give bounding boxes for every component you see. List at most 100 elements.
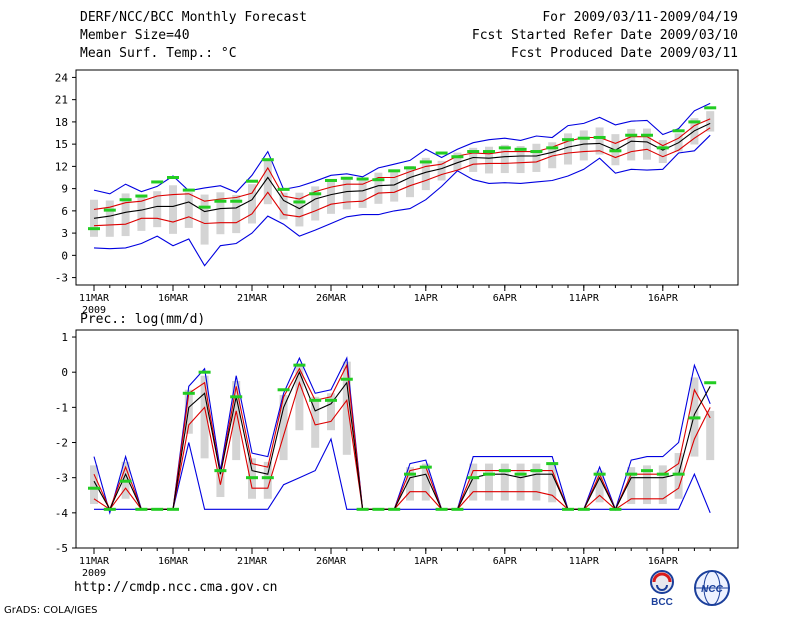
- y-tick-label: 0: [61, 249, 68, 262]
- series-line-max: [93, 102, 711, 195]
- observed-marker: [372, 178, 385, 182]
- spread-bar-temp: [453, 152, 462, 171]
- y-tick-label: 21: [55, 94, 68, 107]
- spread-bar-temp: [421, 157, 430, 191]
- spread-bar-temp: [342, 178, 351, 210]
- series-line-max: [93, 356, 711, 515]
- observed-marker: [261, 158, 274, 162]
- observed-marker: [151, 180, 164, 184]
- series-line-mean: [93, 122, 711, 219]
- observed-marker: [467, 150, 480, 154]
- x-tick-label: 21MAR: [237, 293, 268, 304]
- observed-marker: [656, 472, 669, 476]
- y-tick-label: -2: [55, 437, 68, 450]
- observed-marker: [88, 227, 100, 231]
- spread-bar-prec: [184, 389, 193, 434]
- plot-frame: [75, 69, 739, 286]
- spread-bar-temp: [184, 192, 193, 228]
- series-line-upper: [93, 118, 711, 210]
- observed-marker: [451, 507, 464, 511]
- start-date: Fcst Started Refer Date 2009/03/10: [471, 28, 738, 43]
- spread-bar-temp: [105, 200, 114, 237]
- y-tick-label: -3: [55, 472, 68, 485]
- spread-bar-temp: [627, 128, 636, 161]
- observed-marker: [404, 166, 416, 170]
- spread-bar-temp: [437, 160, 446, 181]
- observed-marker: [119, 479, 132, 483]
- variable-label: Mean Surf. Temp.: °C: [80, 46, 237, 61]
- spread-bar-temp: [485, 146, 493, 174]
- spread-bar-temp: [263, 159, 272, 205]
- observed-marker: [419, 465, 432, 469]
- y-tick-label: 9: [61, 183, 68, 196]
- observed-marker: [277, 187, 290, 191]
- bcc-logo-text: BCC: [651, 597, 673, 608]
- observed-marker: [182, 188, 195, 192]
- spread-bar-prec: [627, 467, 636, 505]
- x-tick-label: 11MAR: [79, 556, 110, 567]
- spread-bar-temp: [153, 191, 162, 228]
- source-url[interactable]: http://cmdp.ncc.cma.gov.cn: [74, 580, 278, 595]
- observed-marker: [498, 469, 511, 473]
- observed-marker: [388, 507, 401, 511]
- y-tick-label: 1: [61, 331, 68, 344]
- observed-marker: [261, 476, 274, 480]
- chart-title: DERF/NCC/BCC Monthly Forecast: [80, 10, 307, 25]
- y-tick-label: -1: [55, 401, 68, 414]
- x-tick-label: 16MAR: [158, 293, 189, 304]
- x-tick-year: 2009: [82, 305, 106, 316]
- x-tick-label: 26MAR: [316, 293, 347, 304]
- observed-marker: [419, 160, 432, 164]
- observed-marker: [230, 395, 243, 399]
- observed-marker: [167, 507, 179, 511]
- observed-marker: [167, 176, 179, 179]
- x-tick-label: 11APR: [569, 293, 600, 304]
- spread-bar-prec: [327, 393, 335, 431]
- observed-marker: [293, 363, 306, 367]
- member-size: Member Size=40: [80, 28, 190, 43]
- observed-marker: [356, 507, 369, 511]
- x-tick-label: 16APR: [648, 293, 679, 304]
- observed-marker: [688, 416, 701, 420]
- observed-marker: [530, 150, 543, 154]
- spread-bar-temp: [564, 133, 572, 165]
- observed-marker: [246, 179, 258, 183]
- y-tick-label: 15: [55, 138, 68, 151]
- spread-bar-prec: [516, 463, 525, 501]
- observed-marker: [530, 469, 543, 473]
- series-line-mean: [93, 370, 711, 511]
- spread-bar-temp: [374, 172, 383, 204]
- observed-marker: [577, 507, 590, 511]
- bcc-logo: BCC: [650, 570, 674, 608]
- spread-bar-temp: [548, 142, 557, 169]
- x-tick-label: 16MAR: [158, 556, 189, 567]
- observed-marker: [672, 472, 685, 476]
- spread-bar-prec: [263, 461, 272, 499]
- spread-bar-temp: [406, 166, 414, 198]
- spread-bar-temp: [469, 147, 478, 172]
- spread-bar-temp: [658, 140, 667, 164]
- spread-bar-prec: [90, 465, 98, 505]
- observed-marker: [325, 398, 337, 402]
- spread-bar-temp: [248, 184, 256, 224]
- observed-marker: [451, 155, 464, 159]
- spread-bar-temp: [643, 128, 651, 160]
- spread-bar-temp: [232, 194, 241, 234]
- observed-marker: [609, 507, 622, 511]
- plot-frame: [75, 329, 739, 549]
- x-tick-label: 11MAR: [79, 293, 110, 304]
- observed-marker: [704, 381, 717, 385]
- spread-bar-prec: [295, 363, 304, 431]
- observed-marker: [293, 200, 306, 204]
- spread-bar-temp: [390, 170, 399, 202]
- observed-marker: [546, 462, 559, 466]
- spread-bar-prec: [485, 463, 493, 501]
- x-tick-label: 6APR: [493, 293, 518, 304]
- observed-marker: [577, 136, 590, 140]
- observed-marker: [404, 472, 416, 476]
- observed-marker: [483, 150, 495, 154]
- observed-marker: [704, 106, 717, 110]
- y-tick-label: 3: [61, 227, 68, 240]
- spread-bar-temp: [516, 145, 525, 174]
